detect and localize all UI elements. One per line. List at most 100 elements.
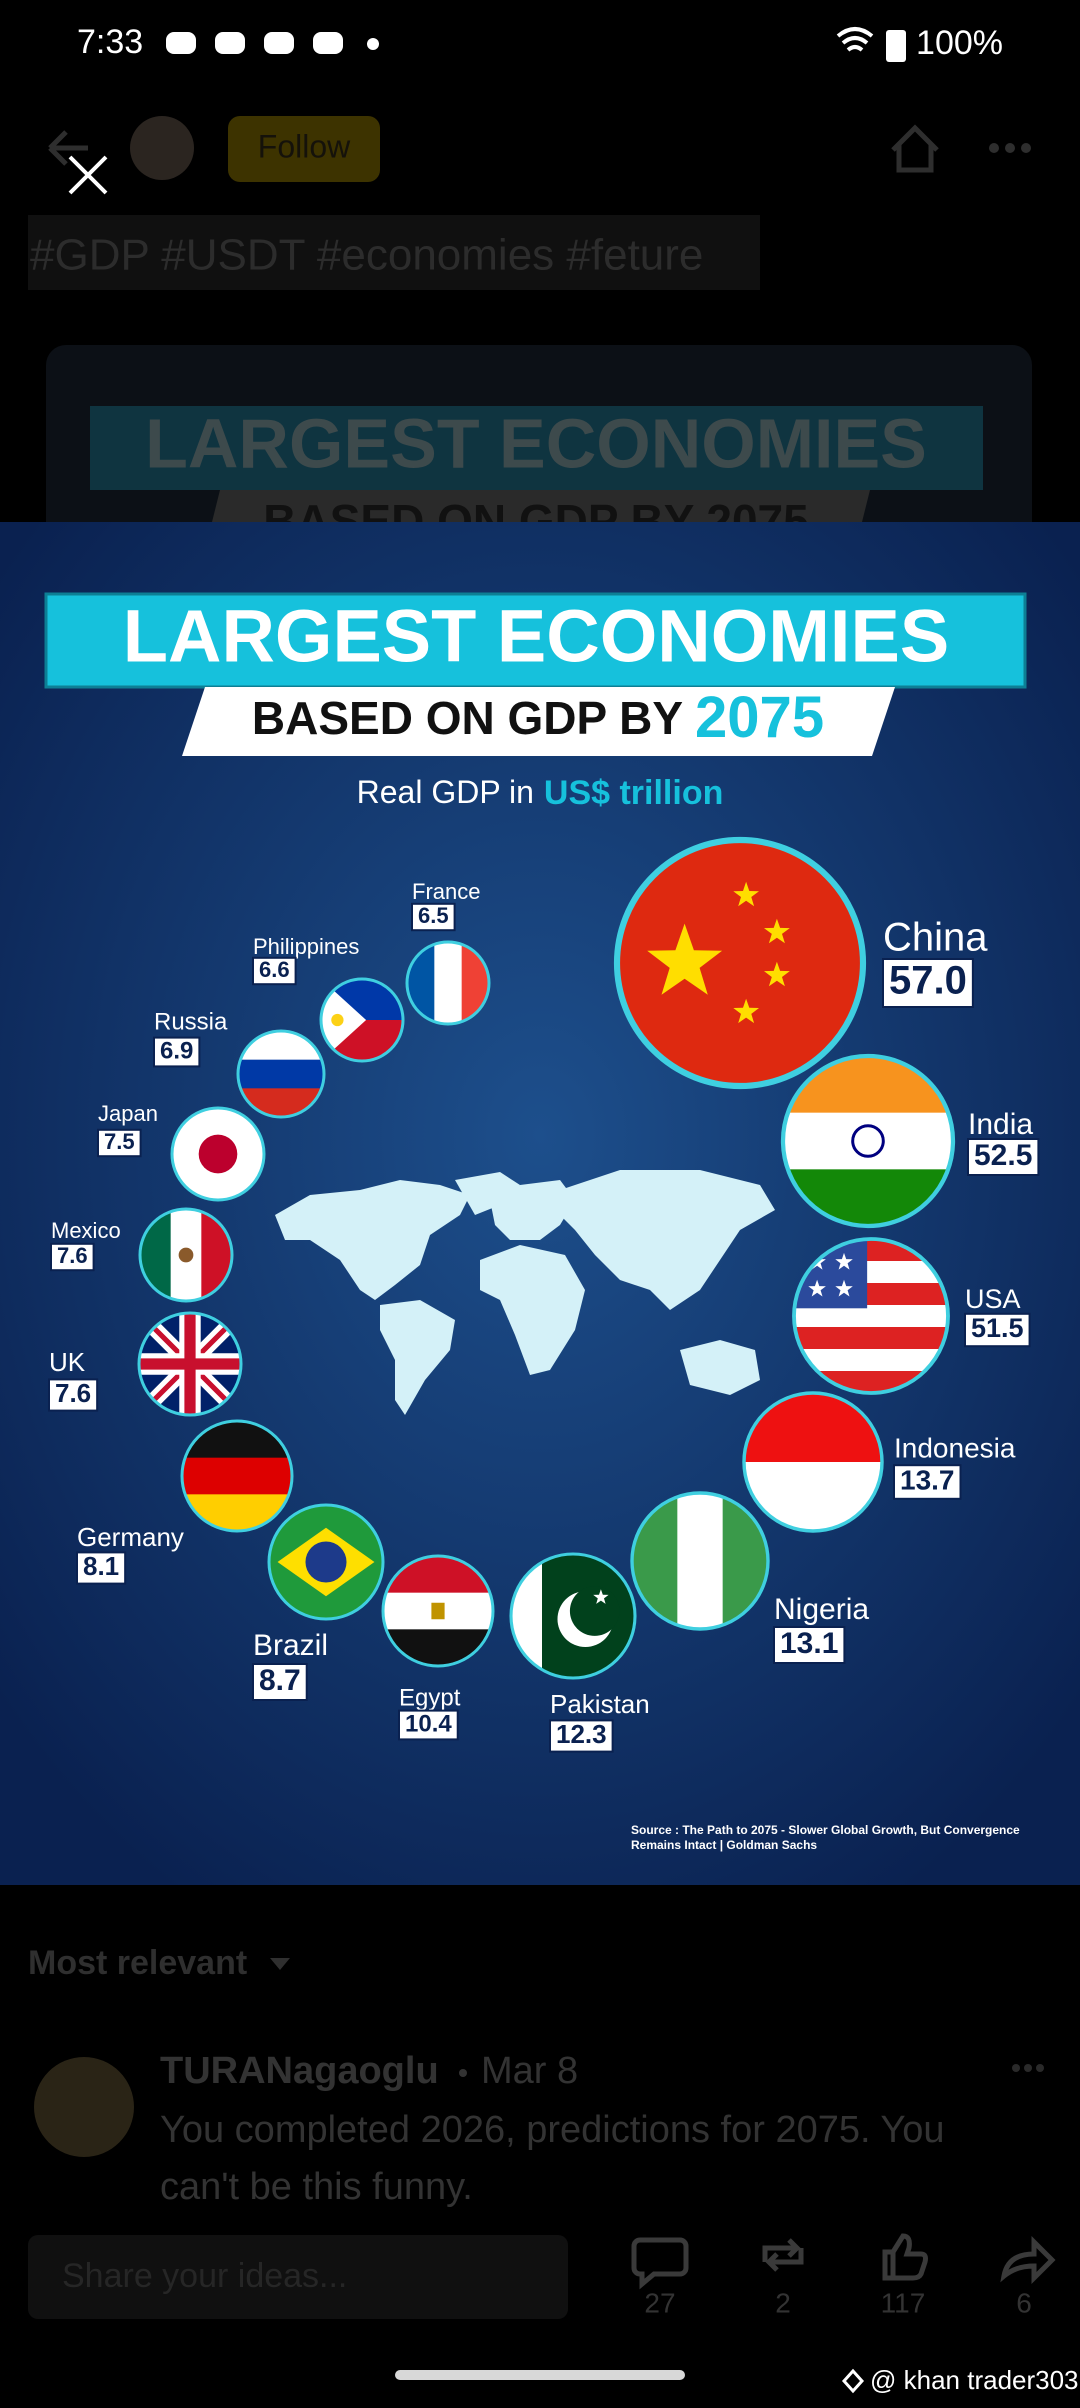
country-name: Egypt — [399, 1684, 461, 1711]
country-value: 51.5 — [971, 1313, 1024, 1343]
country-name: UK — [49, 1347, 86, 1377]
comment-user[interactable]: TURANagaoglu — [160, 2050, 439, 2092]
flag-border — [170, 1106, 266, 1202]
country-value: 8.1 — [83, 1551, 119, 1581]
flag-border — [613, 836, 867, 1090]
country-flag — [139, 1313, 241, 1415]
comment-button[interactable] — [631, 2237, 689, 2290]
unit-line: Real GDP in US$ trillion — [357, 774, 724, 812]
value-box — [967, 1138, 1040, 1176]
subtitle: BASED ON GDP BY 2075 — [252, 685, 824, 750]
comment-input[interactable] — [28, 2235, 568, 2319]
flag-star — [764, 918, 790, 944]
value-box — [882, 958, 974, 1008]
battery-icon — [886, 30, 906, 62]
sort-label[interactable]: Most relevant — [28, 1944, 247, 1982]
country-value: 7.6 — [57, 1243, 88, 1268]
sort-caret[interactable] — [270, 1958, 290, 1970]
flag-border — [780, 1053, 956, 1229]
comment-text: You completed 2026, predictions for 2075… — [160, 2109, 945, 2151]
source-line: Remains Intact | Goldman Sachs — [631, 1838, 817, 1852]
back-button[interactable] — [48, 130, 88, 166]
country-value: 6.5 — [418, 903, 449, 928]
flag-border — [509, 1552, 637, 1680]
country-value: 52.5 — [974, 1139, 1032, 1172]
battery-level: 100% — [916, 24, 1003, 62]
country-name: India — [968, 1108, 1033, 1141]
more-button[interactable] — [989, 143, 1031, 153]
flag-star — [647, 923, 723, 995]
hashtags: #GDP #USDT #economies #feture — [30, 231, 703, 280]
country-flag — [617, 840, 863, 1086]
flag-star — [835, 1279, 853, 1297]
preview-title-bg — [90, 406, 983, 490]
flag-stripe — [794, 1305, 948, 1328]
like-button[interactable] — [882, 2233, 928, 2281]
value-box — [48, 1378, 99, 1412]
avatar[interactable] — [130, 116, 194, 180]
comment-avatar[interactable] — [34, 2057, 134, 2157]
country-name: China — [883, 916, 988, 960]
country-name: Brazil — [253, 1629, 328, 1662]
action-counts: 27 2 117 6 — [644, 2287, 1031, 2318]
share-button[interactable] — [1000, 2235, 1056, 2285]
value-box — [153, 1036, 201, 1068]
flag-star — [764, 961, 790, 987]
home-button[interactable] — [891, 124, 939, 173]
value-box — [411, 902, 456, 932]
flag-stripe — [783, 1112, 953, 1170]
title: LARGEST ECONOMIES — [123, 595, 949, 678]
follow-label: Follow — [258, 128, 351, 164]
value-box — [549, 1719, 614, 1753]
follow-button[interactable] — [228, 116, 380, 182]
wifi-icon — [836, 27, 874, 52]
subtitle-banner — [182, 687, 895, 756]
subtitle-text: BASED ON GDP BY — [252, 692, 683, 744]
flag-stripe — [794, 1349, 948, 1372]
flag-border — [381, 1554, 495, 1668]
country-name: USA — [965, 1284, 1021, 1314]
country-flag — [238, 1031, 324, 1117]
comment-more[interactable] — [1012, 2064, 1044, 2072]
flag-star — [808, 1279, 826, 1297]
preview-subtitle-bg — [210, 490, 870, 530]
country-value: 7.5 — [104, 1129, 135, 1154]
flag-border — [742, 1391, 884, 1533]
close-button[interactable] — [68, 155, 108, 195]
preview-title: LARGEST ECONOMIES — [145, 404, 927, 482]
flag-star — [593, 1589, 609, 1604]
flag-bg — [617, 840, 863, 1086]
value-box — [50, 1242, 95, 1272]
country-name: Pakistan — [550, 1689, 650, 1719]
country-value: 8.7 — [259, 1664, 301, 1697]
repost-button[interactable] — [762, 2238, 804, 2272]
value-box — [893, 1464, 962, 1500]
flag-border — [236, 1029, 326, 1119]
country-value: 6.9 — [160, 1037, 193, 1064]
flag-cross — [139, 1313, 241, 1415]
flag-border — [138, 1207, 234, 1303]
flag-border — [630, 1491, 770, 1631]
country-flag — [407, 942, 489, 1024]
country-value: 6.6 — [259, 957, 290, 982]
flag-star — [733, 998, 759, 1024]
flag-border — [267, 1503, 385, 1621]
flag-crescent-cut — [569, 1586, 620, 1636]
subtitle-year: 2075 — [695, 685, 824, 750]
country-value: 12.3 — [556, 1719, 607, 1749]
flag-emblem — [178, 1247, 194, 1263]
flag-globe — [305, 1541, 347, 1583]
infographic: LARGEST ECONOMIES BASED ON GDP BY 2075 Re… — [0, 522, 1080, 1885]
country-name: Indonesia — [894, 1432, 1016, 1463]
value-box — [773, 1626, 846, 1664]
country-name: France — [412, 879, 480, 904]
value-box — [252, 1663, 308, 1701]
flag-border — [137, 1311, 243, 1417]
flag-stripe — [677, 1493, 724, 1629]
comment-date: Mar 8 — [481, 2050, 578, 2092]
country-value: 13.7 — [900, 1464, 955, 1495]
flag-emblem — [431, 1602, 445, 1620]
flag-border — [405, 940, 491, 1026]
